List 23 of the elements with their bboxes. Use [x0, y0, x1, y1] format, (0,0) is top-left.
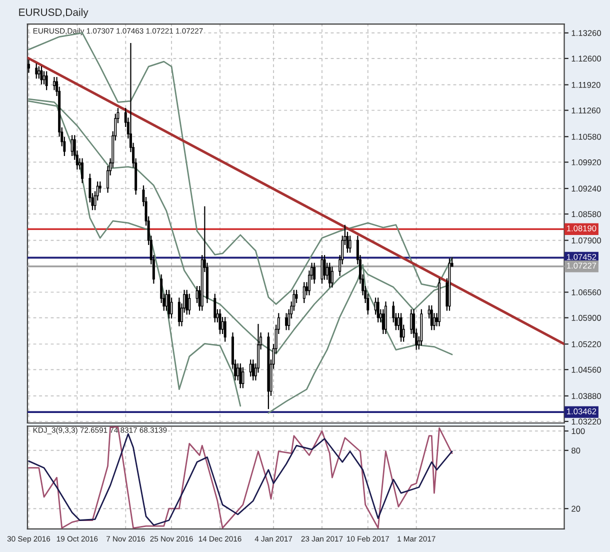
chart-title: EURUSD,Daily: [19, 8, 88, 18]
y-tick-label: 1.03220: [572, 418, 601, 425]
y-tick-label: 1.11920: [572, 82, 600, 88]
y-tick-label: 1.04560: [572, 366, 601, 373]
ref-line-label: 1.03462: [567, 408, 596, 414]
y-tick-label: 1.10580: [572, 134, 601, 140]
y-tick-label: 1.06560: [572, 289, 601, 296]
y-tick-label: 1.07900: [572, 238, 601, 244]
y-tick-label: 1.12600: [572, 56, 601, 62]
y-tick-label: 1.05220: [572, 341, 601, 348]
y-tick-label: 1.05900: [572, 314, 601, 321]
y-tick-label: 80: [572, 448, 580, 454]
ref-line-label: 1.07452: [567, 254, 596, 260]
y-tick-label: 100: [572, 428, 585, 434]
y-tick-label: 20: [572, 506, 580, 512]
y-tick-label: 1.09920: [572, 159, 601, 166]
y-tick-label: 1.08580: [572, 211, 601, 218]
ref-line-label: 1.07227: [567, 262, 596, 269]
y-tick-label: 1.03880: [572, 393, 601, 400]
y-tick-label: 1.13260: [572, 30, 601, 36]
y-tick-label: 1.09240: [572, 186, 601, 192]
y-tick-label: 1.11260: [572, 108, 600, 114]
ref-line-label: 1.08190: [567, 225, 596, 232]
